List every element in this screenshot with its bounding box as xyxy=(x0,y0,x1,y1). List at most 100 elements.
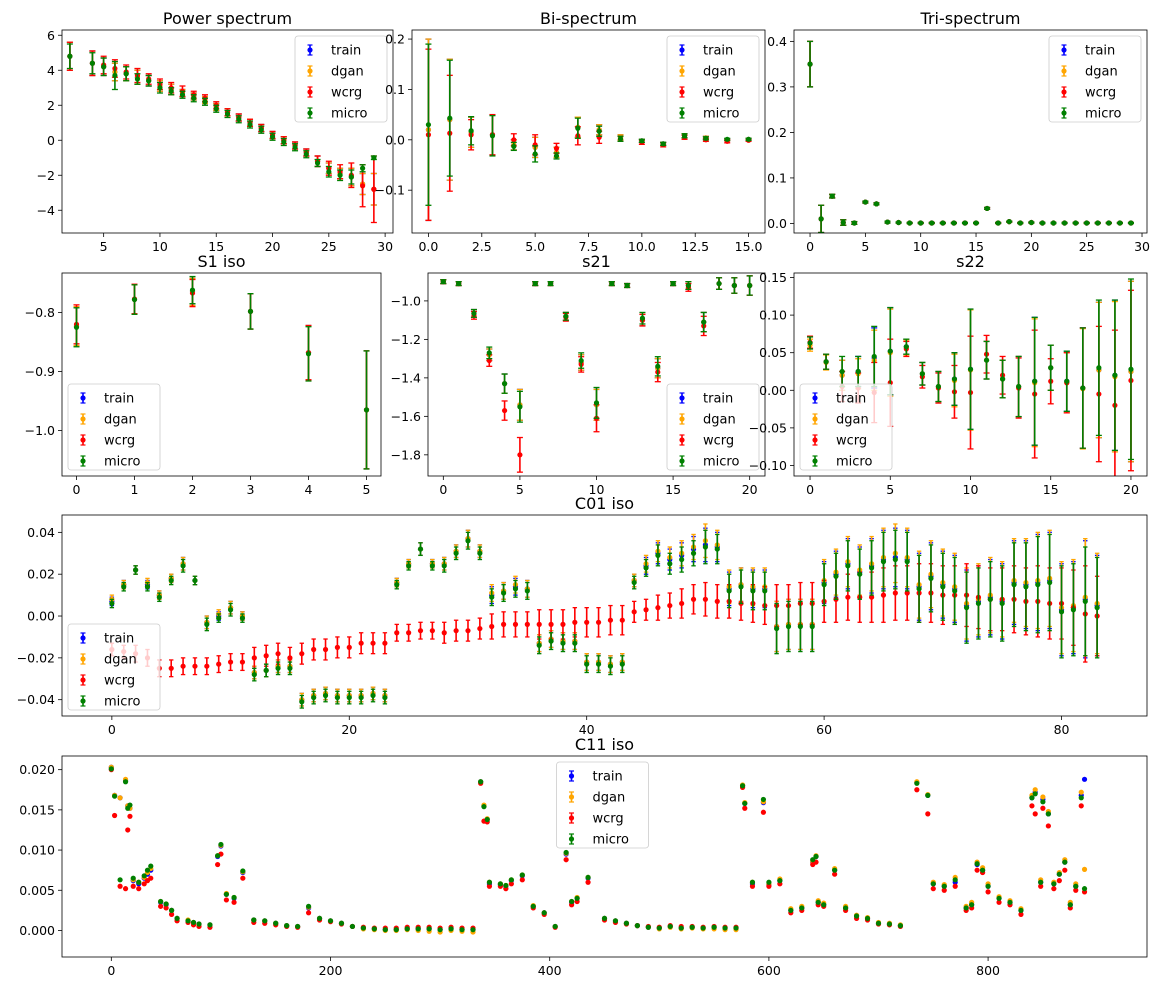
data-point xyxy=(382,694,388,701)
data-point xyxy=(845,563,851,569)
y-tick-label: 0.05 xyxy=(759,345,787,360)
data-point xyxy=(1081,776,1088,782)
legend-label: dgan xyxy=(331,65,364,80)
data-point xyxy=(547,280,554,287)
panel-trispec: Tri-spectrum 0 5 10 15 20 25 30 0.0 0.1 0.2 0.3 0.4 t… xyxy=(767,9,1150,254)
y-tick-label: −1.2 xyxy=(391,332,421,347)
legend-label: train xyxy=(703,392,733,407)
data-point xyxy=(486,883,493,889)
data-point xyxy=(747,282,753,289)
axes-frame xyxy=(427,272,766,477)
data-point xyxy=(363,407,370,413)
panel-title: s22 xyxy=(956,252,985,271)
y-tick-label: 0.005 xyxy=(19,883,55,898)
data-point xyxy=(951,376,958,382)
data-point xyxy=(305,910,312,916)
x-tick-label: 3 xyxy=(247,482,255,497)
data-point xyxy=(679,600,685,607)
plot-area xyxy=(73,275,370,470)
y-tick-label: 0.02 xyxy=(27,567,55,582)
data-point xyxy=(322,692,329,699)
legend-marker xyxy=(812,395,818,401)
data-point xyxy=(967,366,974,372)
y-tick-label: −0.10 xyxy=(749,458,787,473)
y-tick-label: 0.4 xyxy=(767,34,787,49)
data-point xyxy=(299,651,305,657)
x-tick-label: 0 xyxy=(806,482,814,497)
data-point xyxy=(236,116,242,122)
data-point xyxy=(1073,220,1079,226)
data-point xyxy=(489,623,495,630)
data-point xyxy=(247,121,253,128)
legend-marker xyxy=(679,110,685,116)
data-point xyxy=(536,621,542,627)
series-micro xyxy=(807,40,1134,233)
data-point xyxy=(227,659,234,665)
x-tick-label: 2.5 xyxy=(472,239,492,254)
x-tick-label: 10 xyxy=(152,239,168,254)
legend-marker xyxy=(1061,110,1067,116)
data-point xyxy=(180,563,186,569)
y-tick-label: 4 xyxy=(47,63,55,78)
y-tick-label: −1.8 xyxy=(391,447,421,462)
x-tick-label: 25 xyxy=(321,239,337,254)
data-point xyxy=(275,651,281,657)
x-tick-label: 15 xyxy=(208,239,224,254)
legend-marker xyxy=(812,416,818,422)
plot-area xyxy=(108,764,1088,935)
x-tick-label: 5 xyxy=(861,239,869,254)
series-micro xyxy=(440,275,753,423)
data-point xyxy=(903,344,909,350)
data-point xyxy=(275,665,281,671)
data-point xyxy=(144,584,151,590)
data-point xyxy=(512,621,519,627)
data-point xyxy=(134,76,141,82)
panel-s22: s22 0 5 10 15 20 −0.10 −0.05 0.00 0.05 0.10 0.15 tra… xyxy=(749,252,1148,497)
data-point xyxy=(984,205,990,212)
y-tick-label: 0.0 xyxy=(767,216,787,231)
data-point xyxy=(123,71,129,77)
data-point xyxy=(1058,609,1065,615)
panel-s21: s21 0 5 10 15 20 −1.8 −1.6 −1.4 −1.2 −1.0 train dgan… xyxy=(391,252,766,497)
data-point xyxy=(519,877,525,883)
legend: train dgan wcrg micro xyxy=(67,623,161,711)
legend: train dgan wcrg micro xyxy=(799,383,893,471)
data-point xyxy=(240,875,246,881)
legend-label: wcrg xyxy=(104,674,135,689)
plot-area xyxy=(425,38,752,222)
data-point xyxy=(995,220,1001,226)
legend: train dgan wcrg micro xyxy=(666,383,760,471)
panel-s1iso: S1 iso 0 1 2 3 4 5 −1.0 −0.9 −0.8 train dgan wcrg mic… xyxy=(25,252,382,497)
data-point xyxy=(109,600,115,607)
data-point xyxy=(157,85,163,91)
data-point xyxy=(125,827,131,833)
x-tick-label: 0 xyxy=(439,482,447,497)
y-tick-label: 0.000 xyxy=(19,923,55,938)
data-point xyxy=(132,567,139,573)
data-point xyxy=(287,665,293,671)
legend-label: wcrg xyxy=(703,434,734,449)
x-tick-label: 400 xyxy=(538,963,562,978)
data-point xyxy=(453,550,459,556)
data-point xyxy=(215,861,221,868)
data-point xyxy=(823,359,829,365)
x-tick-label: 2 xyxy=(189,482,197,497)
x-tick-label: 20 xyxy=(341,722,357,737)
x-tick-label: 200 xyxy=(319,963,343,978)
data-point xyxy=(560,621,566,627)
data-point xyxy=(703,135,709,141)
data-point xyxy=(117,883,123,889)
legend: train dgan wcrg micro xyxy=(67,383,161,471)
y-tick-label: 0.00 xyxy=(759,383,787,398)
legend-label: dgan xyxy=(104,653,137,668)
series-micro xyxy=(73,275,370,470)
data-point xyxy=(679,556,685,563)
data-point xyxy=(930,886,936,892)
legend-label: micro xyxy=(104,695,140,710)
legend-box xyxy=(666,383,760,471)
data-point xyxy=(553,153,560,159)
data-point xyxy=(168,88,174,94)
data-point xyxy=(489,133,496,139)
data-point xyxy=(406,563,412,569)
data-point xyxy=(839,368,845,375)
